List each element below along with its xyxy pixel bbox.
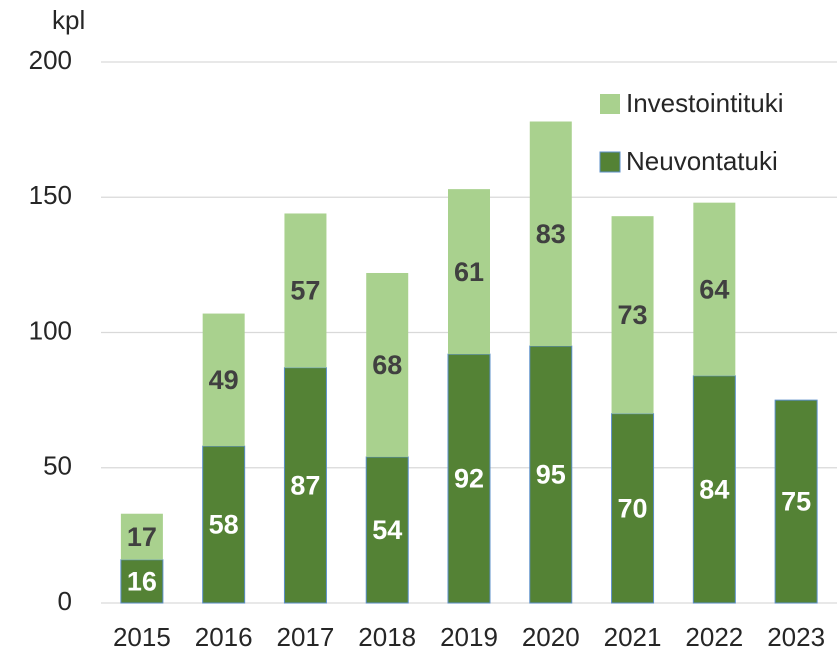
bar-segment — [283, 367, 327, 604]
data-label: 83 — [536, 219, 566, 249]
x-tick-label: 2019 — [440, 622, 498, 652]
data-label: 17 — [127, 522, 157, 552]
bar-segment — [448, 189, 490, 355]
data-label: 64 — [699, 274, 729, 304]
x-tick-label: 2021 — [604, 622, 662, 652]
y-tick-label: 150 — [29, 180, 72, 210]
data-label: 70 — [618, 493, 648, 523]
x-tick-label: 2023 — [767, 622, 825, 652]
data-label: 54 — [372, 515, 402, 545]
y-tick-label: 100 — [29, 315, 72, 345]
bar-segment — [529, 345, 573, 604]
legend-swatch — [599, 151, 621, 173]
y-tick-label: 0 — [58, 586, 72, 616]
data-label: 84 — [699, 475, 729, 505]
bar-segment — [202, 445, 246, 604]
bar-segment — [366, 272, 409, 457]
bar-segment — [365, 456, 409, 604]
data-label: 57 — [290, 276, 320, 306]
bar-segment — [611, 216, 654, 414]
x-tick-label: 2015 — [113, 622, 171, 652]
data-label: 92 — [454, 464, 484, 494]
y-tick-label: 50 — [43, 451, 72, 481]
bar-segment — [611, 413, 655, 604]
bar-segment — [693, 202, 736, 376]
bar-segment — [529, 121, 572, 347]
x-tick-label: 2016 — [195, 622, 253, 652]
data-label: 58 — [209, 510, 239, 540]
x-tick-label: 2017 — [277, 622, 335, 652]
y-tick-label: 200 — [29, 45, 72, 75]
y-axis-label: kpl — [52, 5, 85, 35]
x-tick-label: 2022 — [685, 622, 743, 652]
x-tick-label: 2020 — [522, 622, 580, 652]
bar-segment — [120, 513, 163, 560]
data-label: 68 — [372, 350, 402, 380]
data-label: 16 — [127, 566, 157, 596]
data-label: 61 — [454, 257, 484, 287]
data-label: 75 — [781, 487, 811, 517]
data-label: 49 — [209, 365, 239, 395]
bar-segment — [120, 559, 164, 604]
bar-segment — [202, 313, 245, 447]
legend-label: Investointituki — [626, 88, 784, 118]
data-label: 73 — [618, 300, 648, 330]
bar-segment — [774, 399, 818, 604]
data-label: 87 — [290, 470, 320, 500]
legend-label: Neuvontatuki — [626, 146, 778, 176]
data-label: 95 — [536, 460, 566, 490]
bar-segment — [447, 353, 491, 604]
bar-segment — [284, 213, 327, 368]
legend-swatch — [600, 94, 620, 114]
x-tick-label: 2018 — [358, 622, 416, 652]
